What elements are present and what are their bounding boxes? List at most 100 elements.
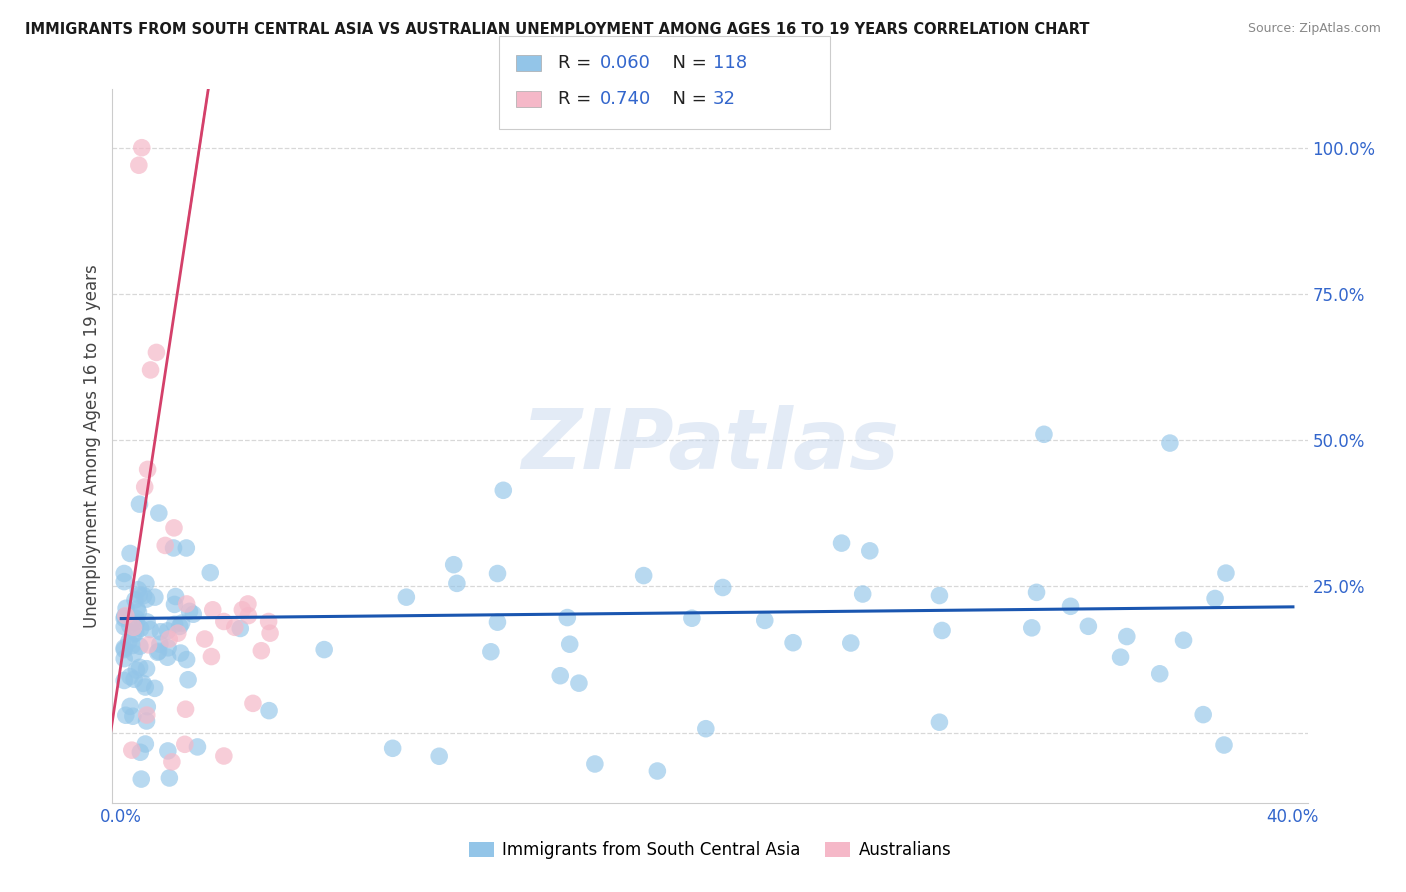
Point [134, 480, 156, 494]
Point [145, 345, 167, 359]
Point [125, 611, 148, 625]
Point [135, 592, 157, 607]
Point [194, 632, 217, 646]
Point [177, 673, 200, 687]
Point [224, 620, 246, 634]
Point [120, 546, 142, 560]
Point [1215, 566, 1237, 580]
Point [427, 749, 450, 764]
Point [112, 620, 135, 634]
Point [1115, 630, 1137, 644]
Point [242, 697, 264, 711]
Point [381, 741, 404, 756]
Point [148, 644, 170, 658]
Point [169, 646, 191, 660]
Point [122, 620, 145, 634]
Point [181, 607, 204, 622]
Point [143, 681, 166, 696]
Point [114, 708, 136, 723]
Point [179, 604, 201, 618]
Point [479, 645, 502, 659]
Point [157, 771, 180, 785]
Point [176, 541, 198, 555]
Point [314, 642, 336, 657]
Point [1149, 666, 1171, 681]
Point [173, 737, 195, 751]
Point [555, 610, 578, 624]
Point [754, 614, 776, 628]
Point [1204, 591, 1226, 606]
Point [112, 673, 135, 688]
Point [138, 638, 160, 652]
Point [633, 568, 655, 582]
Point [120, 699, 142, 714]
Point [112, 611, 135, 625]
Point [212, 615, 235, 629]
Point [681, 611, 703, 625]
Point [129, 745, 152, 759]
Point [128, 497, 150, 511]
Point [136, 699, 159, 714]
Point [129, 622, 152, 636]
Point [127, 582, 149, 597]
Point [146, 645, 169, 659]
Point [212, 749, 235, 764]
Point [1213, 738, 1236, 752]
Point [1159, 436, 1181, 450]
Point [395, 590, 418, 604]
Point [149, 637, 172, 651]
Point [782, 636, 804, 650]
Point [162, 541, 184, 555]
Point [200, 649, 222, 664]
Point [839, 636, 862, 650]
Point [163, 617, 186, 632]
Point [120, 670, 142, 684]
Point [1032, 427, 1054, 442]
Point [186, 739, 208, 754]
Y-axis label: Unemployment Among Ages 16 to 19 years: Unemployment Among Ages 16 to 19 years [83, 264, 101, 628]
Point [1021, 621, 1043, 635]
Point [166, 626, 188, 640]
Point [127, 602, 149, 616]
Point [236, 597, 259, 611]
Point [112, 574, 135, 589]
Text: 0.060: 0.060 [600, 54, 651, 72]
Point [124, 626, 146, 640]
Point [139, 363, 162, 377]
Point [121, 639, 143, 653]
Point [257, 615, 280, 629]
Point [1025, 585, 1047, 599]
Point [163, 598, 186, 612]
Point [859, 544, 882, 558]
Point [139, 623, 162, 637]
Point [134, 737, 156, 751]
Point [122, 647, 145, 661]
Point [200, 566, 222, 580]
Point [831, 536, 853, 550]
Point [163, 521, 186, 535]
Text: 118: 118 [713, 54, 747, 72]
Text: ZIPatlas: ZIPatlas [522, 406, 898, 486]
Point [169, 619, 191, 633]
Point [486, 615, 509, 630]
Point [122, 627, 145, 641]
Point [115, 601, 138, 615]
Point [157, 640, 180, 655]
Point [156, 650, 179, 665]
Point [492, 483, 515, 498]
Point [112, 566, 135, 581]
Point [156, 744, 179, 758]
Point [136, 615, 159, 629]
Point [695, 722, 717, 736]
Point [127, 605, 149, 619]
Point [112, 640, 135, 655]
Point [125, 615, 148, 629]
Text: R =: R = [558, 89, 598, 108]
Point [852, 587, 875, 601]
Point [136, 462, 159, 476]
Point [259, 626, 281, 640]
Point [128, 588, 150, 602]
Point [149, 624, 172, 639]
Point [132, 676, 155, 690]
Point [1059, 599, 1081, 614]
